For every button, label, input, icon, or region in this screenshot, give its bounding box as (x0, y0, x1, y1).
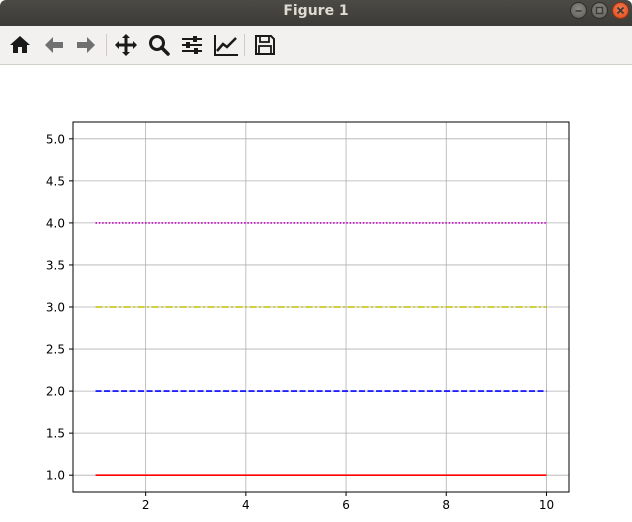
forward-button[interactable] (72, 31, 100, 59)
minimize-button[interactable] (570, 2, 587, 19)
y-tick-label: 1.5 (46, 427, 65, 441)
edit-axis-button[interactable] (211, 31, 239, 59)
y-tick-label: 2.5 (46, 343, 65, 357)
title-bar[interactable]: Figure 1 (0, 0, 632, 26)
sliders-icon (182, 36, 202, 54)
close-button[interactable] (612, 2, 629, 19)
home-button[interactable] (6, 31, 34, 59)
x-tick-label: 2 (142, 498, 150, 512)
toolbar-separator (244, 34, 245, 56)
maximize-icon (595, 6, 604, 15)
y-tick-label: 4.5 (46, 174, 65, 188)
minimize-icon (575, 10, 582, 12)
move-icon (115, 34, 137, 56)
x-tick-label: 4 (242, 498, 250, 512)
arrow-left-icon (45, 37, 63, 53)
plot-area[interactable]: 2 4 6 8 10 1.0 1.5 2.0 2.5 3.0 3.5 4.0 4.5 5.0 (0, 65, 632, 522)
y-tick-label: 2.0 (46, 385, 65, 399)
y-tick-label: 4.0 (46, 216, 65, 230)
figure-canvas[interactable]: 2 4 6 8 10 1.0 1.5 2.0 2.5 3.0 3.5 4.0 4.5 5.0 (0, 65, 632, 522)
x-tick-label: 6 (342, 498, 350, 512)
arrow-right-icon (77, 37, 95, 53)
floppy-disk-icon (255, 35, 275, 55)
window-title: Figure 1 (283, 3, 349, 19)
close-icon (616, 6, 625, 15)
x-tick-label: 8 (442, 498, 450, 512)
y-tick-label: 3.5 (46, 258, 65, 272)
magnifier-icon (149, 35, 170, 56)
x-tick-label: 10 (539, 498, 554, 512)
maximize-button[interactable] (591, 2, 608, 19)
y-tick-label: 3.0 (46, 301, 65, 315)
y-tick-label: 5.0 (46, 132, 65, 146)
save-button[interactable] (251, 31, 279, 59)
y-tick-label: 1.0 (46, 469, 65, 483)
pan-button[interactable] (112, 31, 140, 59)
back-button[interactable] (40, 31, 68, 59)
home-icon (10, 36, 30, 53)
line-chart-icon (214, 35, 238, 56)
configure-subplots-button[interactable] (178, 31, 206, 59)
navigation-toolbar (0, 26, 632, 65)
toolbar-separator (106, 34, 107, 56)
zoom-button[interactable] (145, 31, 173, 59)
